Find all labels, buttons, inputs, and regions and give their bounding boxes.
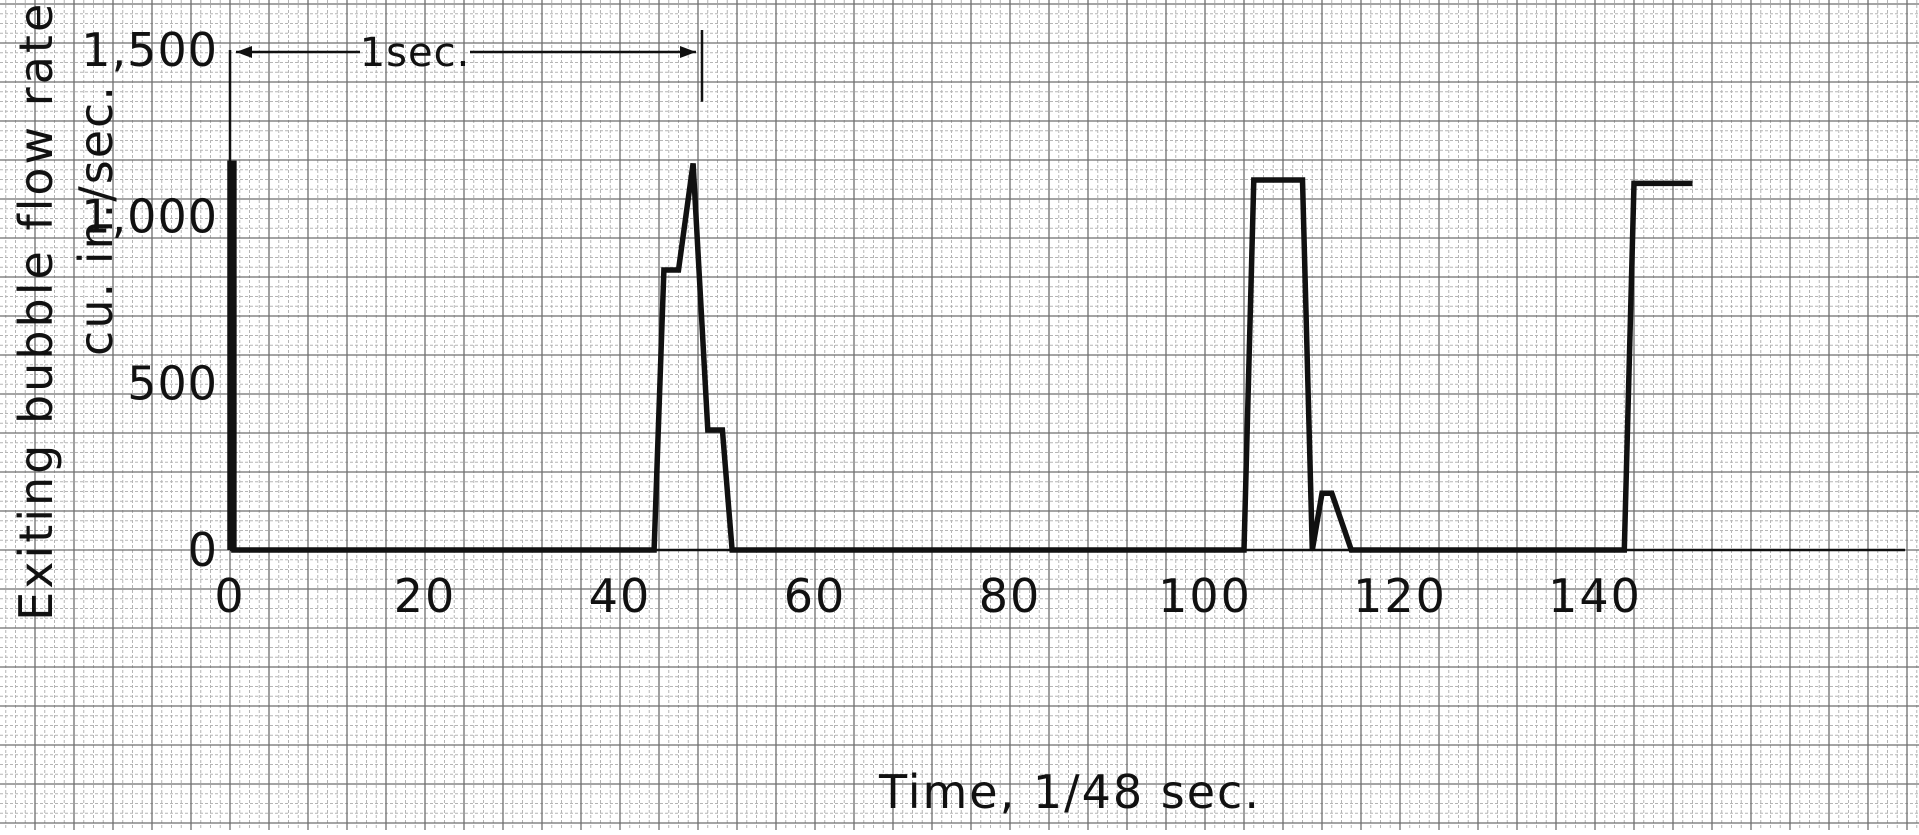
annotation-layer: 1sec. bbox=[236, 30, 704, 102]
y-axis-title-line1: Exiting bubble flow rate, bbox=[9, 0, 63, 621]
labels: Time, 1/48 sec. Exiting bubble flow rate… bbox=[9, 0, 1642, 819]
y-tick-label: 0 bbox=[188, 523, 218, 577]
x-tick-label: 140 bbox=[1548, 569, 1642, 623]
y-tick-label: 500 bbox=[127, 356, 218, 410]
x-tick-label: 0 bbox=[214, 569, 245, 623]
y-axis-title-line2: cu. in./sec. bbox=[69, 84, 123, 356]
x-tick-label: 60 bbox=[784, 569, 847, 623]
x-tick-label: 80 bbox=[979, 569, 1042, 623]
x-tick-label: 40 bbox=[589, 569, 652, 623]
annotation-arrowhead-right bbox=[680, 46, 696, 59]
y-tick-label: 1,500 bbox=[81, 23, 218, 77]
flow-rate-line bbox=[227, 160, 1693, 553]
x-tick-label: 100 bbox=[1158, 569, 1252, 623]
annotation-label: 1sec. bbox=[360, 30, 471, 76]
series-layer bbox=[227, 160, 1693, 553]
y-tick-label: 1,000 bbox=[81, 190, 218, 244]
x-axis-title: Time, 1/48 sec. bbox=[878, 765, 1261, 819]
x-tick-label: 120 bbox=[1353, 569, 1447, 623]
annotation-arrowhead-left bbox=[236, 46, 252, 59]
x-tick-label: 20 bbox=[394, 569, 457, 623]
